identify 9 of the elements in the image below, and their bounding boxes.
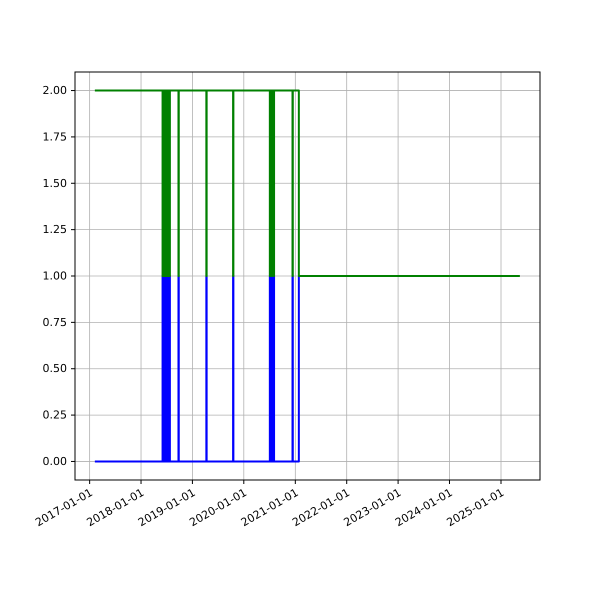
- y-tick-label: 1.00: [42, 270, 67, 282]
- y-tick-label: 1.75: [42, 130, 67, 144]
- y-tick-label: 1.50: [42, 176, 67, 190]
- y-tick-label: 0.50: [42, 362, 67, 376]
- y-tick-label: 0.25: [42, 408, 67, 422]
- y-tick-label: 1.25: [42, 223, 67, 236]
- y-tick-label: 0.00: [42, 454, 67, 468]
- y-tick-label: 0.75: [42, 316, 67, 329]
- y-tick-label: 2.00: [42, 84, 67, 98]
